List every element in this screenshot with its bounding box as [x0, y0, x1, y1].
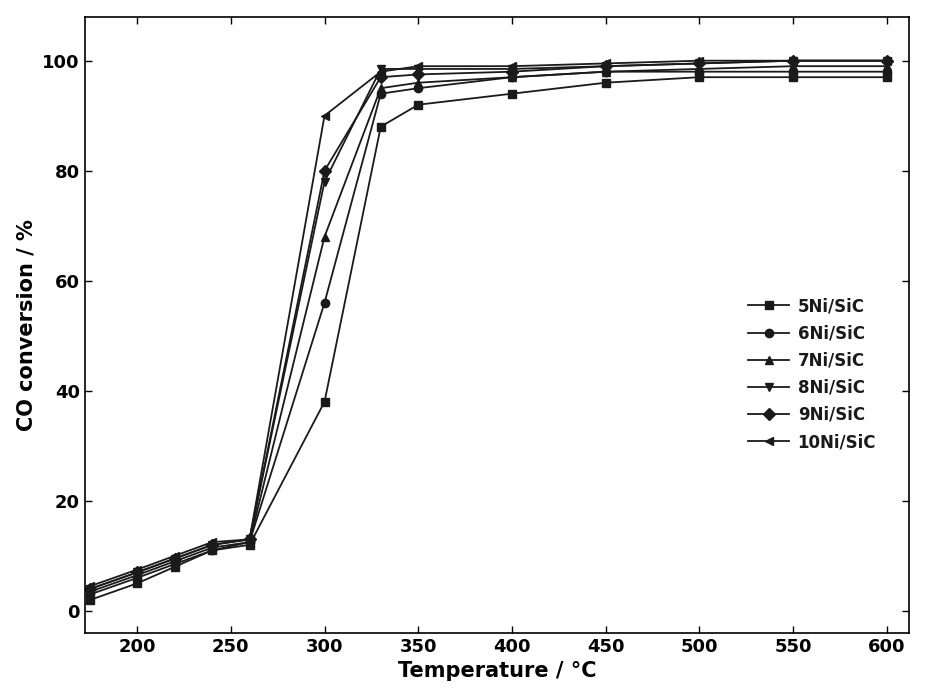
6Ni/SiC [375, 89, 386, 98]
5Ni/SiC [319, 398, 330, 406]
Line: 10Ni/SiC: 10Ni/SiC [86, 57, 891, 591]
5Ni/SiC [206, 547, 218, 555]
7Ni/SiC [375, 84, 386, 92]
Line: 8Ni/SiC: 8Ni/SiC [86, 57, 891, 593]
5Ni/SiC [787, 73, 798, 82]
8Ni/SiC [787, 57, 798, 65]
10Ni/SiC [244, 535, 255, 544]
5Ni/SiC [507, 89, 518, 98]
10Ni/SiC [413, 62, 424, 70]
10Ni/SiC [84, 582, 95, 591]
9Ni/SiC [84, 585, 95, 593]
6Ni/SiC [131, 574, 143, 582]
5Ni/SiC [169, 563, 181, 571]
10Ni/SiC [600, 59, 611, 68]
10Ni/SiC [169, 551, 181, 560]
7Ni/SiC [206, 544, 218, 552]
10Ni/SiC [375, 68, 386, 76]
7Ni/SiC [694, 65, 705, 73]
7Ni/SiC [84, 588, 95, 596]
8Ni/SiC [694, 59, 705, 68]
6Ni/SiC [84, 591, 95, 599]
5Ni/SiC [694, 73, 705, 82]
Line: 5Ni/SiC: 5Ni/SiC [86, 73, 891, 604]
10Ni/SiC [787, 57, 798, 65]
Line: 9Ni/SiC: 9Ni/SiC [86, 57, 891, 593]
8Ni/SiC [131, 568, 143, 577]
5Ni/SiC [244, 541, 255, 549]
8Ni/SiC [319, 177, 330, 186]
9Ni/SiC [206, 541, 218, 549]
8Ni/SiC [600, 62, 611, 70]
6Ni/SiC [600, 68, 611, 76]
10Ni/SiC [206, 538, 218, 547]
6Ni/SiC [507, 73, 518, 82]
Line: 6Ni/SiC: 6Ni/SiC [86, 68, 891, 599]
7Ni/SiC [787, 62, 798, 70]
8Ni/SiC [375, 65, 386, 73]
5Ni/SiC [84, 595, 95, 604]
7Ni/SiC [507, 73, 518, 82]
8Ni/SiC [206, 541, 218, 549]
8Ni/SiC [244, 535, 255, 544]
6Ni/SiC [169, 560, 181, 568]
9Ni/SiC [413, 70, 424, 79]
7Ni/SiC [600, 68, 611, 76]
9Ni/SiC [319, 167, 330, 175]
6Ni/SiC [206, 547, 218, 555]
7Ni/SiC [169, 557, 181, 565]
7Ni/SiC [882, 62, 893, 70]
8Ni/SiC [169, 554, 181, 563]
10Ni/SiC [319, 112, 330, 120]
10Ni/SiC [694, 57, 705, 65]
5Ni/SiC [375, 123, 386, 131]
9Ni/SiC [507, 68, 518, 76]
6Ni/SiC [413, 84, 424, 92]
10Ni/SiC [131, 565, 143, 574]
7Ni/SiC [244, 538, 255, 547]
9Ni/SiC [787, 57, 798, 65]
9Ni/SiC [169, 554, 181, 563]
Line: 7Ni/SiC: 7Ni/SiC [86, 62, 891, 596]
9Ni/SiC [131, 568, 143, 577]
8Ni/SiC [507, 65, 518, 73]
9Ni/SiC [375, 73, 386, 82]
5Ni/SiC [131, 579, 143, 588]
8Ni/SiC [84, 585, 95, 593]
9Ni/SiC [882, 57, 893, 65]
Legend: 5Ni/SiC, 6Ni/SiC, 7Ni/SiC, 8Ni/SiC, 9Ni/SiC, 10Ni/SiC: 5Ni/SiC, 6Ni/SiC, 7Ni/SiC, 8Ni/SiC, 9Ni/… [739, 289, 884, 459]
6Ni/SiC [694, 68, 705, 76]
10Ni/SiC [882, 57, 893, 65]
7Ni/SiC [319, 232, 330, 241]
6Ni/SiC [244, 538, 255, 547]
7Ni/SiC [131, 571, 143, 579]
6Ni/SiC [882, 68, 893, 76]
8Ni/SiC [413, 65, 424, 73]
X-axis label: Temperature / °C: Temperature / °C [397, 661, 596, 681]
5Ni/SiC [600, 78, 611, 87]
6Ni/SiC [787, 68, 798, 76]
Y-axis label: CO conversion / %: CO conversion / % [17, 219, 37, 431]
10Ni/SiC [507, 62, 518, 70]
5Ni/SiC [413, 101, 424, 109]
9Ni/SiC [600, 62, 611, 70]
9Ni/SiC [694, 59, 705, 68]
7Ni/SiC [413, 78, 424, 87]
6Ni/SiC [319, 299, 330, 307]
5Ni/SiC [882, 73, 893, 82]
9Ni/SiC [244, 535, 255, 544]
8Ni/SiC [882, 57, 893, 65]
